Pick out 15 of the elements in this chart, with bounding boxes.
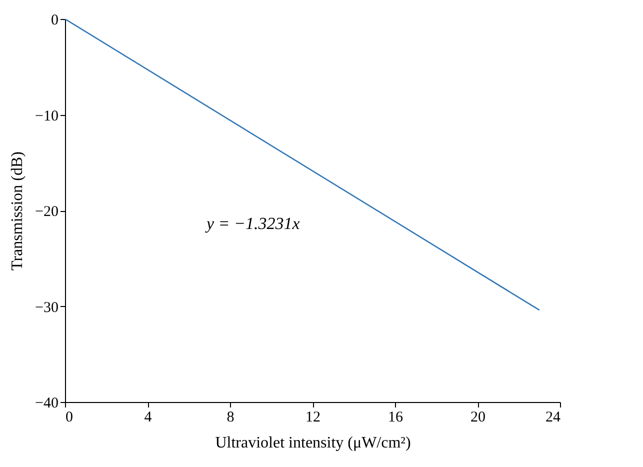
y-tick-label: −10: [35, 108, 58, 124]
x-tick-label: 0: [66, 410, 73, 426]
y-tick-label: −40: [35, 396, 58, 412]
x-tick-label: 8: [226, 410, 234, 426]
x-tick-label: 24: [546, 410, 561, 426]
x-tick-label: 12: [306, 410, 320, 426]
x-tick-label: 20: [470, 410, 486, 426]
x-axis-title: Ultraviolet intensity (μW/cm²): [215, 434, 411, 452]
y-axis-title: Transmission (dB): [9, 152, 26, 270]
x-tick-label: 16: [388, 410, 404, 426]
y-tick-label: −20: [35, 204, 58, 220]
y-tick-label: 0: [51, 12, 58, 28]
annotation: y = −1.3231x: [204, 214, 300, 233]
y-tick-label: −30: [35, 300, 58, 316]
x-tick-label: 4: [144, 410, 152, 426]
